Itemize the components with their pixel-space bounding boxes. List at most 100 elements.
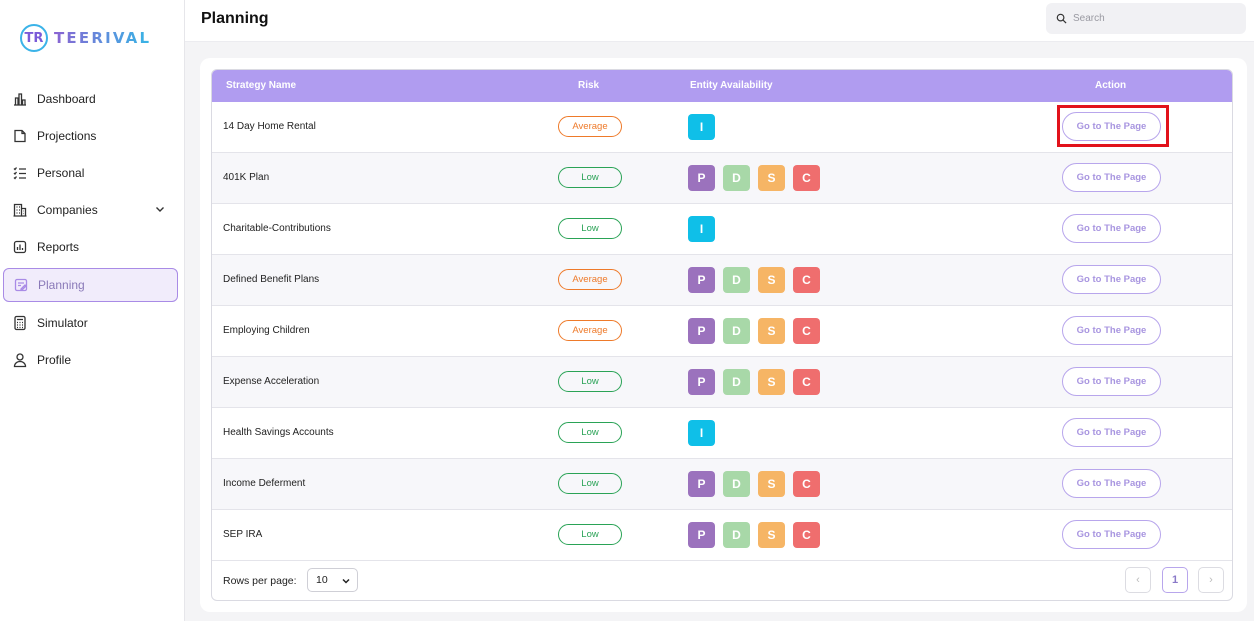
entity-badge: S bbox=[758, 267, 785, 293]
sidebar-item-simulator[interactable]: Simulator bbox=[3, 306, 178, 340]
sidebar: TR TEERIVAL Dashboard Projections Person… bbox=[0, 0, 185, 621]
entity-availability: I bbox=[688, 216, 715, 242]
previous-page-button[interactable]: ‹ bbox=[1125, 567, 1151, 593]
top-header: Planning bbox=[185, 0, 1254, 42]
entity-badge: P bbox=[688, 522, 715, 548]
table-row: 14 Day Home Rental Average I Go to The Page bbox=[212, 102, 1232, 153]
table-row: Charitable-Contributions Low I Go to The Pa… bbox=[212, 204, 1232, 255]
brand-name: TEERIVAL bbox=[54, 29, 152, 47]
chevron-down-icon[interactable] bbox=[154, 203, 166, 215]
strategy-name: 14 Day Home Rental bbox=[223, 121, 316, 132]
risk-badge: Low bbox=[558, 371, 622, 392]
rows-per-page-label: Rows per page: bbox=[223, 575, 297, 587]
table-row: Expense Acceleration Low P D S C Go to The Pag… bbox=[212, 357, 1232, 408]
entity-badge: C bbox=[793, 318, 820, 344]
strategy-name: Defined Benefit Plans bbox=[223, 274, 320, 285]
sidebar-item-label: Simulator bbox=[37, 316, 88, 330]
go-to-page-button[interactable]: Go to The Page bbox=[1062, 418, 1161, 447]
entity-availability: I bbox=[688, 114, 715, 140]
search-input[interactable] bbox=[1073, 13, 1233, 24]
sidebar-item-label: Profile bbox=[37, 353, 72, 367]
logo-mark-icon: TR bbox=[20, 24, 48, 52]
table-header: Strategy Name Risk Entity Availability A… bbox=[212, 70, 1232, 102]
planning-card: Strategy Name Risk Entity Availability A… bbox=[200, 58, 1247, 612]
sidebar-item-label: Planning bbox=[38, 278, 85, 292]
strategy-name: Charitable-Contributions bbox=[223, 223, 331, 234]
entity-badge: D bbox=[723, 522, 750, 548]
entity-badge: P bbox=[688, 471, 715, 497]
risk-badge: Low bbox=[558, 218, 622, 239]
go-to-page-button[interactable]: Go to The Page bbox=[1062, 316, 1161, 345]
entity-badge: I bbox=[688, 420, 715, 446]
risk-badge: Average bbox=[558, 116, 622, 137]
next-page-button[interactable]: › bbox=[1198, 567, 1224, 593]
page-number-button[interactable]: 1 bbox=[1162, 567, 1188, 593]
search-box[interactable] bbox=[1046, 3, 1246, 34]
sidebar-item-label: Personal bbox=[37, 166, 85, 180]
entity-badge: C bbox=[793, 522, 820, 548]
sidebar-item-reports[interactable]: Reports bbox=[3, 230, 178, 264]
entity-badge: I bbox=[688, 114, 715, 140]
entity-badge: P bbox=[688, 165, 715, 191]
sidebar-item-label: Reports bbox=[37, 240, 80, 254]
entity-badge: S bbox=[758, 471, 785, 497]
entity-badge: S bbox=[758, 522, 785, 548]
risk-badge: Average bbox=[558, 320, 622, 341]
risk-badge: Low bbox=[558, 422, 622, 443]
risk-badge: Low bbox=[558, 473, 622, 494]
calculator-icon bbox=[12, 315, 28, 331]
go-to-page-button[interactable]: Go to The Page bbox=[1062, 520, 1161, 549]
entity-badge: C bbox=[793, 267, 820, 293]
column-header-risk[interactable]: Risk bbox=[578, 80, 600, 91]
table-row: Health Savings Accounts Low I Go to The Pag… bbox=[212, 408, 1232, 459]
sidebar-item-personal[interactable]: Personal bbox=[3, 156, 178, 190]
table-row: SEP IRA Low P D S C Go to The Page bbox=[212, 510, 1232, 561]
sidebar-item-profile[interactable]: Profile bbox=[3, 343, 178, 377]
chevron-down-icon bbox=[342, 578, 350, 584]
go-to-page-button[interactable]: Go to The Page bbox=[1062, 265, 1161, 294]
brand-logo[interactable]: TR TEERIVAL bbox=[20, 24, 151, 52]
entity-badge: C bbox=[793, 471, 820, 497]
entity-badge: P bbox=[688, 318, 715, 344]
table-row: Income Deferment Low P D S C Go to The Page bbox=[212, 459, 1232, 510]
entity-badge: D bbox=[723, 318, 750, 344]
entity-badge: P bbox=[688, 369, 715, 395]
entity-availability: I bbox=[688, 420, 715, 446]
sidebar-item-planning[interactable]: Planning bbox=[3, 268, 178, 302]
risk-badge: Low bbox=[558, 524, 622, 545]
go-to-page-button[interactable]: Go to The Page bbox=[1062, 367, 1161, 396]
go-to-page-button[interactable]: Go to The Page bbox=[1062, 163, 1161, 192]
risk-badge: Low bbox=[558, 167, 622, 188]
planning-icon bbox=[13, 277, 29, 293]
strategy-name: SEP IRA bbox=[223, 529, 263, 540]
bar-chart-icon bbox=[12, 91, 28, 107]
entity-badge: D bbox=[723, 165, 750, 191]
sidebar-item-dashboard[interactable]: Dashboard bbox=[3, 82, 178, 116]
entity-badge: D bbox=[723, 267, 750, 293]
go-to-page-button[interactable]: Go to The Page bbox=[1062, 214, 1161, 243]
entity-badge: S bbox=[758, 318, 785, 344]
entity-badge: I bbox=[688, 216, 715, 242]
table-row: Defined Benefit Plans Average P D S C Go to Th… bbox=[212, 255, 1232, 306]
column-header-entity-availability[interactable]: Entity Availability bbox=[690, 80, 773, 91]
column-header-action[interactable]: Action bbox=[1095, 80, 1127, 91]
entity-badge: D bbox=[723, 369, 750, 395]
column-header-strategy-name[interactable]: Strategy Name bbox=[226, 80, 297, 91]
pie-chart-icon bbox=[12, 128, 28, 144]
table-row: 401K Plan Low P D S C Go to The Page bbox=[212, 153, 1232, 204]
entity-badge: C bbox=[793, 369, 820, 395]
strategy-name: Employing Children bbox=[223, 325, 310, 336]
rows-per-page-select[interactable]: 10 bbox=[307, 568, 358, 592]
entity-badge: D bbox=[723, 471, 750, 497]
sidebar-item-projections[interactable]: Projections bbox=[3, 119, 178, 153]
building-icon bbox=[12, 202, 28, 218]
go-to-page-button[interactable]: Go to The Page bbox=[1062, 469, 1161, 498]
sidebar-item-label: Dashboard bbox=[37, 92, 96, 106]
rows-per-page-value: 10 bbox=[316, 574, 328, 586]
go-to-page-button[interactable]: Go to The Page bbox=[1062, 112, 1161, 141]
sidebar-item-companies[interactable]: Companies bbox=[3, 193, 178, 227]
